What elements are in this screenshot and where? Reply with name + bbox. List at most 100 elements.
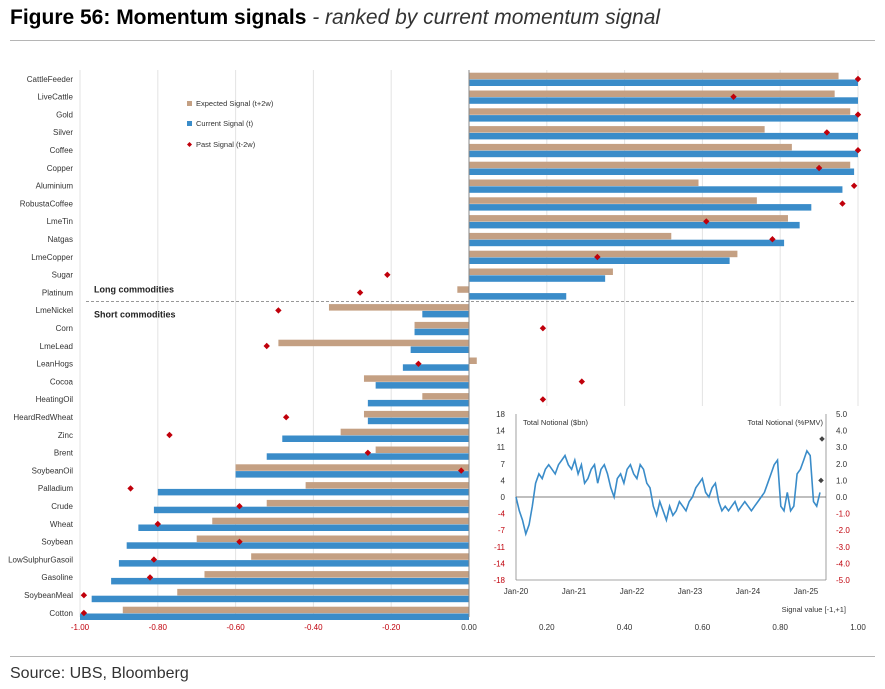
category-label: Coffee (50, 146, 74, 155)
past-signal-marker (854, 111, 862, 118)
expected-signal-bar (469, 357, 477, 364)
category-label: RobustaCoffee (20, 199, 74, 208)
current-signal-bar (469, 115, 858, 122)
past-signal-marker (166, 431, 173, 439)
current-signal-bar (469, 221, 800, 229)
category-label: Zinc (58, 431, 73, 440)
figure-title: Figure 56: Momentum signals - ranked by … (10, 6, 660, 30)
past-signal-marker (854, 75, 862, 83)
inset-right-tick: 3.0 (836, 443, 848, 452)
legend-current-label: Current Signal (t) (196, 119, 254, 128)
current-signal-bar (402, 364, 469, 371)
current-signal-bar (469, 204, 812, 211)
expected-signal-bar (266, 499, 469, 507)
past-signal-marker (263, 342, 270, 350)
expected-signal-bar (235, 464, 469, 471)
current-signal-bar (138, 524, 469, 531)
inset-x-tick: Jan-25 (794, 587, 819, 596)
inset-left-tick: 7 (501, 460, 506, 469)
category-label: LmeNickel (36, 306, 74, 315)
current-signal-bar (469, 293, 567, 300)
expected-signal-bar (414, 321, 469, 329)
category-label: Wheat (50, 520, 74, 529)
inset-left-tick: -14 (493, 559, 505, 568)
current-signal-bar (126, 542, 470, 549)
inset-right-tick: -5.0 (836, 576, 850, 585)
top-rule (10, 40, 875, 41)
past-signal-marker (458, 467, 465, 474)
past-signal-marker (80, 592, 88, 599)
inset-right-tick: -1.0 (836, 510, 850, 519)
short-commodities-label: Short commodities (94, 310, 176, 320)
past-signal-marker (539, 396, 547, 403)
inset-left-tick: 11 (497, 443, 506, 452)
current-signal-bar (282, 435, 469, 442)
past-signal-marker (146, 574, 154, 581)
past-signal-marker (127, 485, 134, 492)
past-signal-marker (539, 325, 547, 332)
expected-signal-bar (469, 250, 738, 258)
inset-right-title: Total Notional (%PMV) (748, 418, 824, 427)
figure-title-bold: Figure 56: Momentum signals (10, 6, 307, 29)
current-signal-bar (410, 346, 469, 353)
expected-signal-bar (469, 161, 851, 169)
expected-signal-bar (469, 90, 835, 97)
expected-signal-bar (457, 286, 469, 293)
x-tick-label: -1.00 (71, 623, 90, 632)
current-signal-bar (91, 595, 470, 603)
inset-left-tick: 14 (496, 427, 505, 436)
past-signal-marker (282, 414, 290, 421)
category-label: Gasoline (41, 573, 73, 582)
current-signal-bar (469, 168, 855, 175)
expected-signal-bar (469, 72, 839, 80)
x-tick-label: -0.20 (382, 623, 401, 632)
current-signal-bar (469, 186, 843, 193)
category-label: LmeTin (47, 217, 73, 226)
inset-right-tick: 2.0 (836, 460, 848, 469)
x-tick-label: 0.80 (772, 623, 788, 632)
category-label: LmeCopper (31, 253, 73, 262)
inset-right-tick: 4.0 (836, 427, 848, 436)
current-signal-bar (111, 577, 470, 585)
past-signal-marker (415, 360, 422, 367)
category-label: Sugar (52, 271, 74, 280)
inset-panel (488, 406, 864, 624)
past-signal-marker (730, 93, 737, 100)
past-signal-marker (275, 307, 282, 314)
category-label: CattleFeeder (27, 75, 74, 84)
current-signal-bar (153, 506, 469, 514)
category-label: Crude (51, 502, 73, 511)
past-signal-marker (364, 449, 372, 456)
x-tick-label: -0.40 (304, 623, 323, 632)
current-signal-bar (469, 257, 730, 264)
category-label: Corn (56, 324, 73, 333)
expected-signal-bar (363, 375, 469, 382)
current-signal-bar (414, 328, 469, 336)
inset-x-tick: Jan-21 (562, 587, 587, 596)
past-signal-marker (703, 218, 710, 225)
inset-x-tick: Jan-20 (504, 587, 529, 596)
current-signal-bar (375, 382, 469, 389)
current-signal-bar (157, 488, 470, 496)
expected-signal-bar (469, 215, 788, 222)
category-label: Palladium (38, 484, 73, 493)
category-label: LeanHogs (37, 360, 73, 369)
expected-signal-bar (469, 197, 757, 204)
expected-signal-bar (469, 143, 792, 151)
category-label: Soybean (41, 538, 73, 547)
x-tick-label: 0.00 (461, 623, 477, 632)
expected-signal-bar (328, 304, 469, 311)
current-signal-bar (422, 310, 469, 318)
inset-x-tick: Jan-22 (620, 587, 645, 596)
past-signal-marker (384, 271, 391, 278)
category-label: Silver (53, 128, 73, 137)
category-label: Natgas (48, 235, 73, 244)
inset-x-title: Signal value [-1,+1] (782, 605, 846, 614)
inset-left-tick: 0 (501, 493, 506, 502)
expected-signal-bar (251, 553, 469, 560)
bottom-rule (10, 656, 875, 657)
legend-current-swatch (187, 121, 192, 126)
inset-right-tick: 1.0 (836, 476, 848, 485)
past-signal-marker (594, 253, 601, 261)
category-label: Brent (54, 449, 74, 458)
